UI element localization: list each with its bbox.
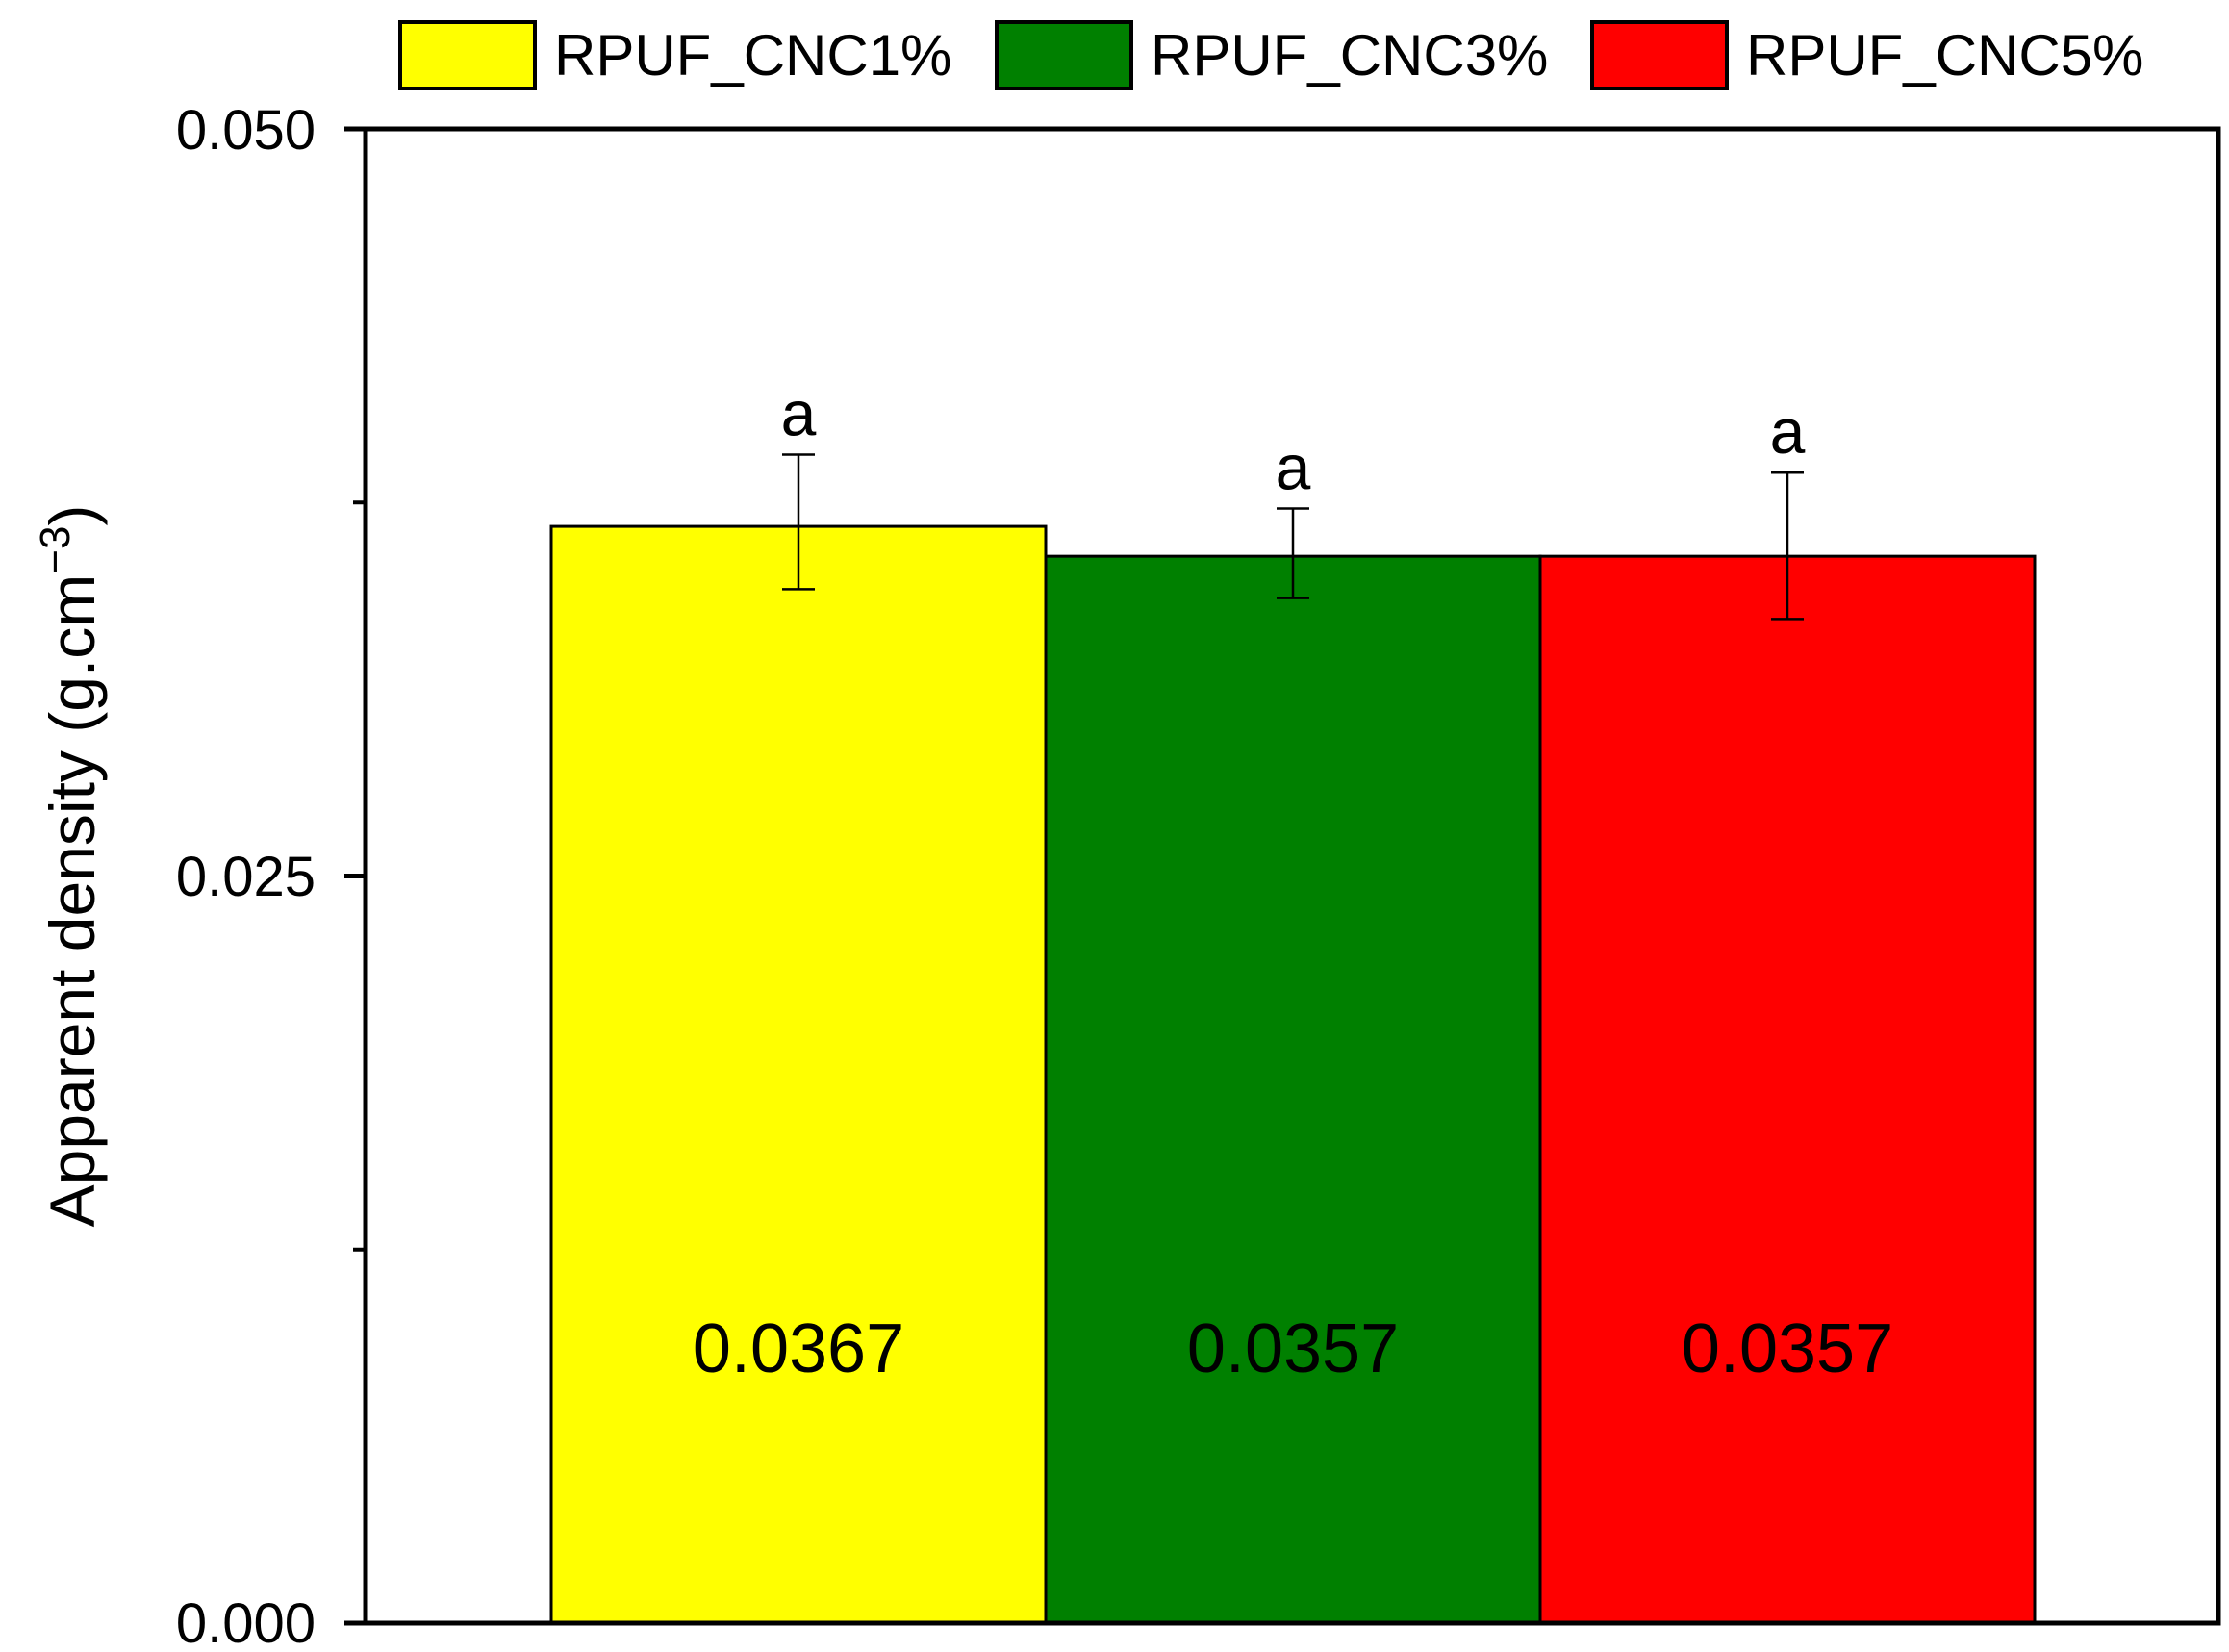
bar-3 <box>1538 554 2037 1625</box>
legend-label-3: RPUF_CNC5% <box>1746 23 2143 88</box>
legend-label-1: RPUF_CNC1% <box>554 23 951 88</box>
y-axis-ticks <box>344 126 366 1626</box>
data-label-3: 0.0357 <box>1682 1310 1893 1387</box>
data-label-2: 0.0357 <box>1187 1310 1399 1387</box>
significance-label-1: a <box>781 378 817 449</box>
legend: RPUF_CNC1% RPUF_CNC3% RPUF_CNC5% <box>398 20 2143 90</box>
y-tick-label-2: 0.050 <box>176 99 316 162</box>
y-axis-title-close: ) <box>37 505 108 526</box>
y-tick-label-0: 0.000 <box>176 1592 316 1652</box>
legend-item-3: RPUF_CNC5% <box>1590 20 2143 90</box>
y-axis-title-main: Apparent density (g.cm <box>37 574 108 1228</box>
bar-1 <box>549 524 1048 1625</box>
significance-label-3: a <box>1770 395 1806 467</box>
y-axis-title-superscript: −3 <box>32 526 79 574</box>
legend-swatch-1 <box>398 20 537 90</box>
legend-item-1: RPUF_CNC1% <box>398 20 951 90</box>
data-label-1: 0.0367 <box>693 1310 904 1387</box>
bar-2 <box>1044 554 1542 1625</box>
plot-marks: a 0.0367 a 0.0357 a 0.0357 <box>549 378 2037 1625</box>
legend-swatch-2 <box>995 20 1133 90</box>
y-axis-title: Apparent density (g.cm−3) <box>32 505 108 1228</box>
legend-item-2: RPUF_CNC3% <box>995 20 1548 90</box>
legend-swatch-3 <box>1590 20 1729 90</box>
y-tick-label-1: 0.025 <box>176 846 316 908</box>
significance-label-2: a <box>1276 431 1311 502</box>
legend-label-2: RPUF_CNC3% <box>1151 23 1548 88</box>
